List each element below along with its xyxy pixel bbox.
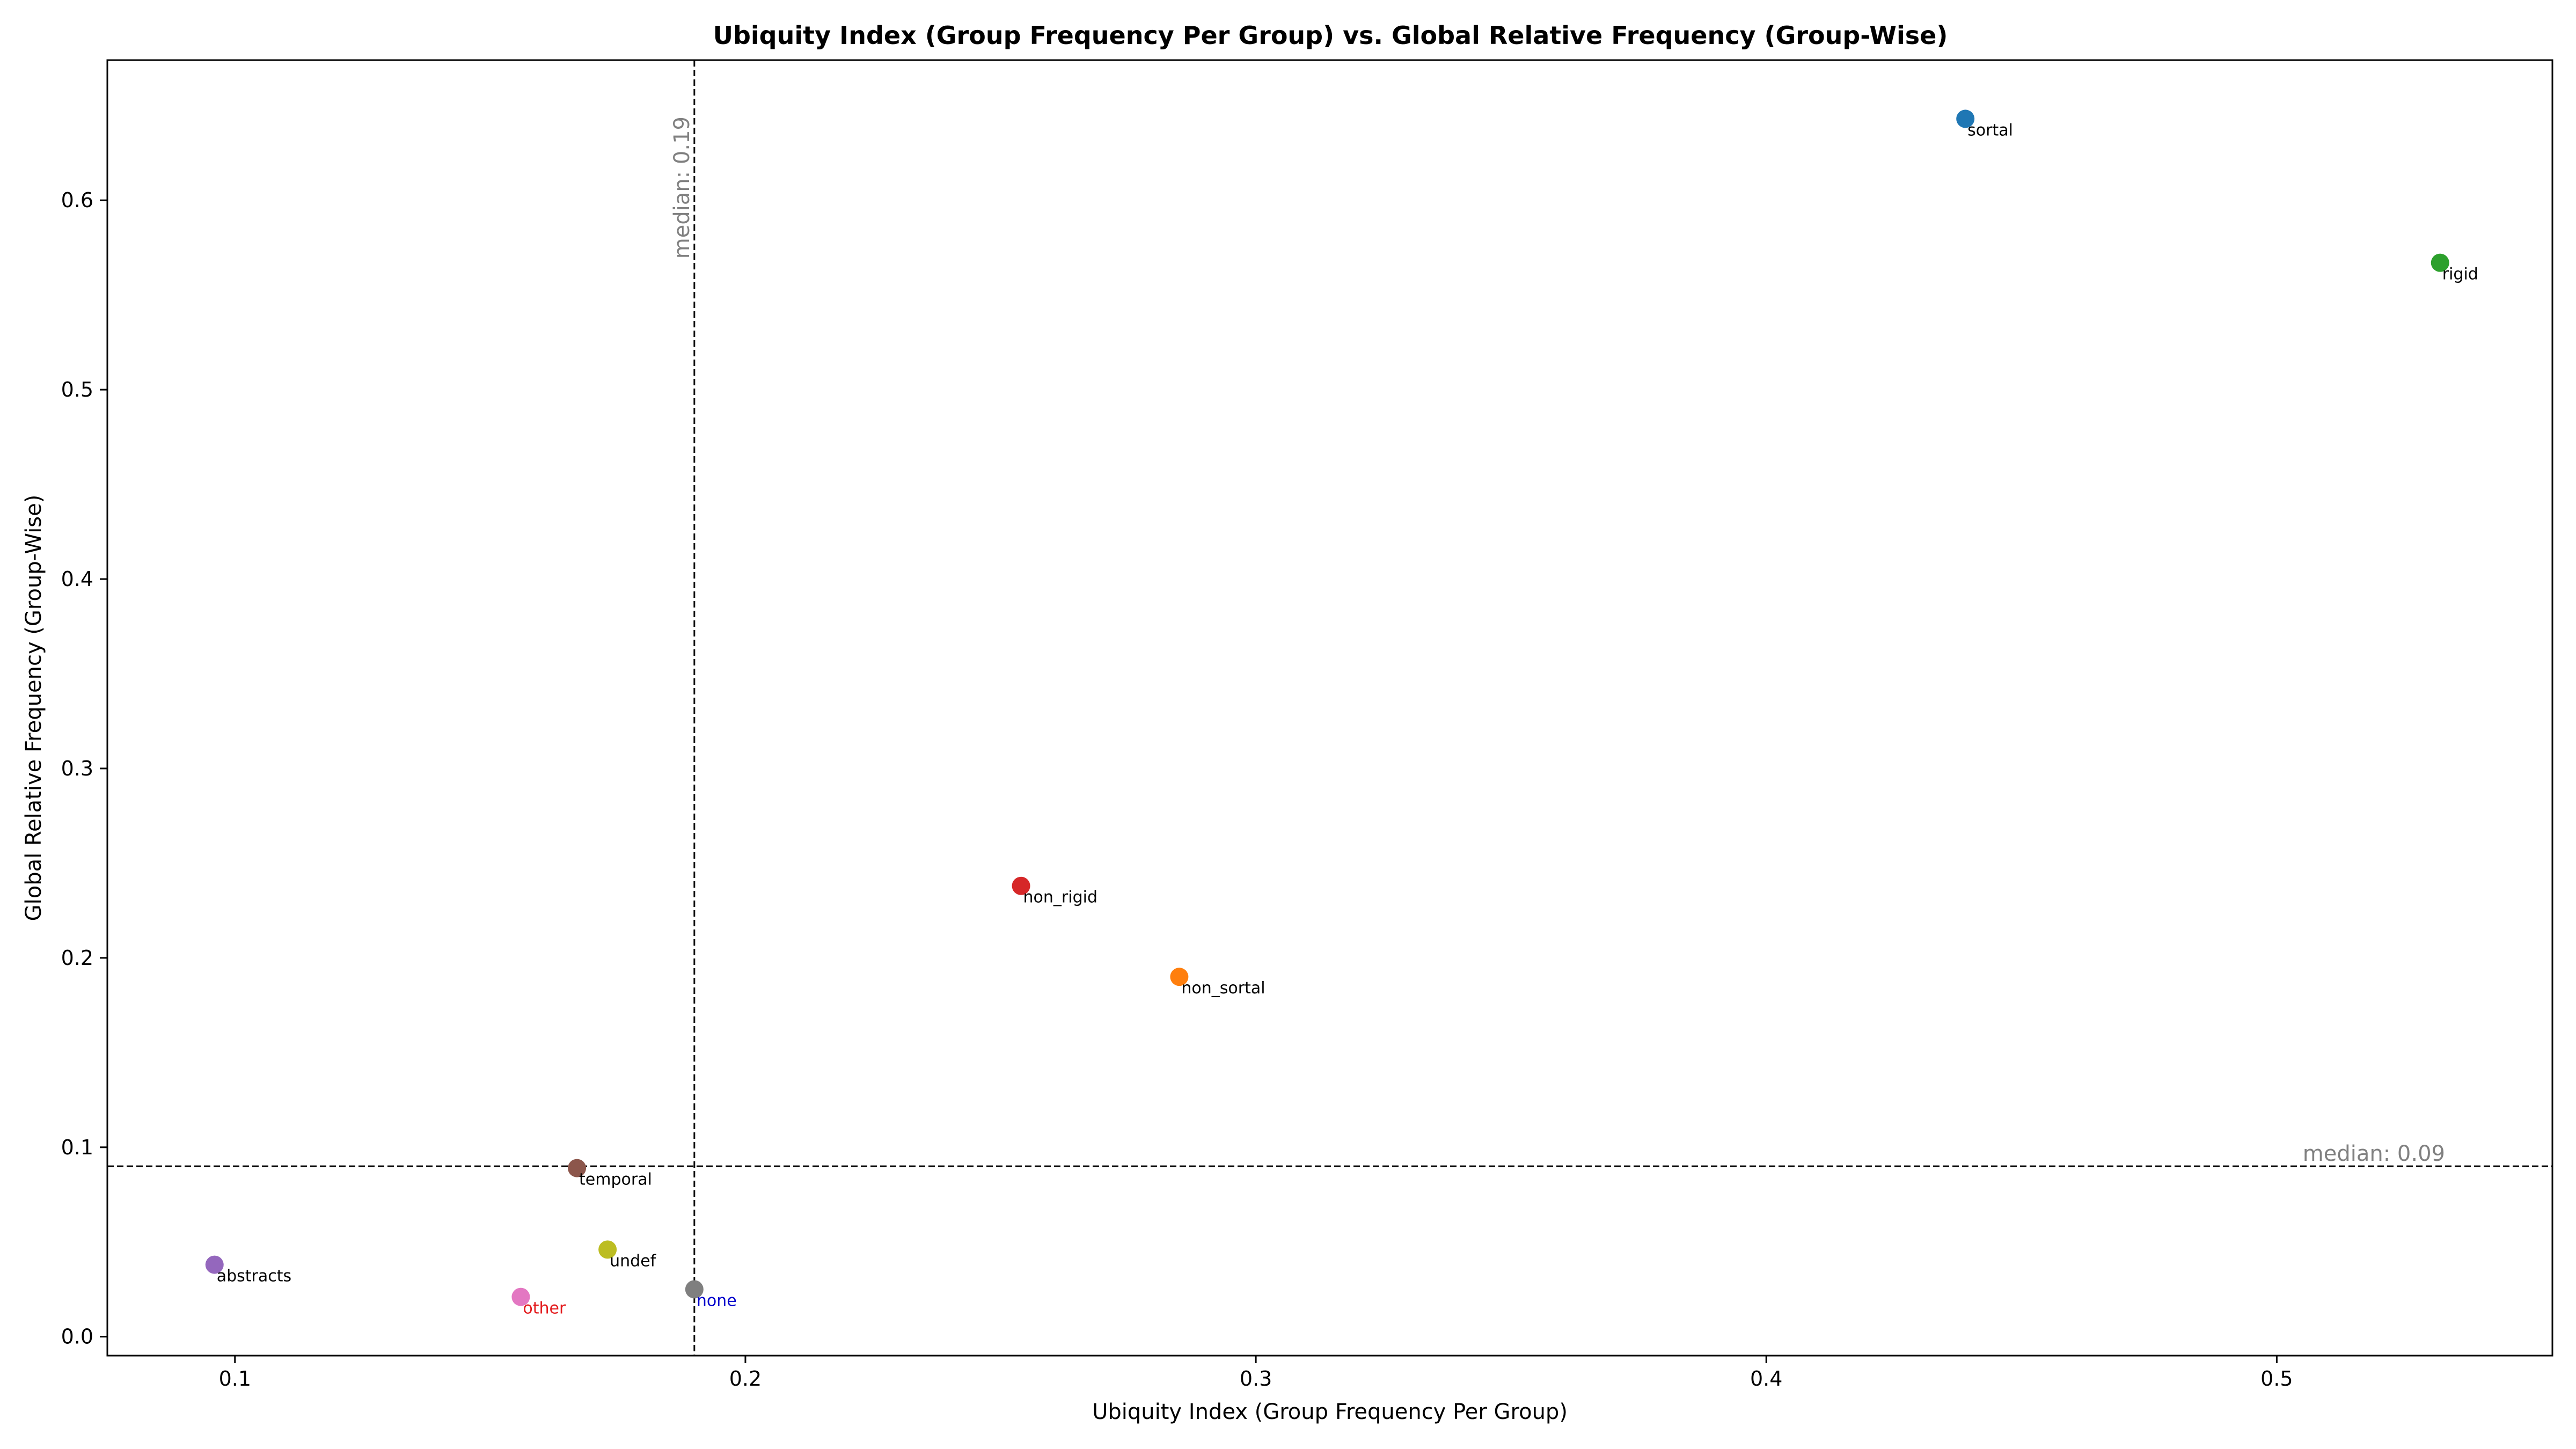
data-point: [1956, 109, 1975, 128]
point-label: other: [523, 1299, 566, 1318]
data-point: [685, 1280, 704, 1299]
median-x-label: median: 0.19: [670, 116, 694, 259]
data-point: [1170, 968, 1189, 986]
data-point: [568, 1159, 587, 1177]
plot-frame: [106, 59, 2553, 1357]
median-y-label: median: 0.09: [2303, 1141, 2445, 1166]
point-label: temporal: [579, 1170, 652, 1189]
x-tick-label: 0.3: [1240, 1367, 1272, 1391]
data-point: [511, 1287, 530, 1306]
point-label: abstracts: [217, 1267, 291, 1286]
data-point: [2431, 253, 2449, 272]
y-tick-label: 0.6: [61, 188, 93, 212]
point-label: non_sortal: [1181, 979, 1265, 998]
point-label: undef: [610, 1252, 657, 1270]
x-axis: 0.1 0.2 0.3 0.4 0.5: [219, 1356, 2293, 1391]
point-label: rigid: [2442, 265, 2478, 284]
x-tick-label: 0.1: [219, 1367, 251, 1391]
x-tick-label: 0.5: [2260, 1367, 2293, 1391]
y-tick-label: 0.0: [61, 1325, 93, 1349]
plot-area: median: 0.19 median: 0.09 sortal rigid non_r…: [107, 60, 2552, 1356]
y-tick-label: 0.1: [61, 1136, 93, 1159]
point-label: sortal: [1967, 121, 2013, 140]
y-axis: 0.0 0.1 0.2 0.3 0.4 0.5 0.6: [61, 188, 107, 1349]
point-label: non_rigid: [1023, 888, 1097, 907]
data-point: [205, 1255, 224, 1274]
y-tick-label: 0.3: [61, 757, 93, 780]
x-tick-label: 0.4: [1750, 1367, 1782, 1391]
y-tick-label: 0.4: [61, 567, 93, 591]
x-axis-label: Ubiquity Index (Group Frequency Per Grou…: [1092, 1400, 1568, 1424]
point-label: none: [697, 1291, 737, 1310]
y-tick-label: 0.5: [61, 378, 93, 401]
y-axis-label: Global Relative Frequency (Group-Wise): [21, 495, 46, 921]
y-tick-label: 0.2: [61, 946, 93, 970]
data-point: [1012, 876, 1030, 895]
data-point: [598, 1240, 617, 1259]
x-tick-label: 0.2: [729, 1367, 762, 1391]
chart-title: Ubiquity Index (Group Frequency Per Grou…: [713, 21, 1948, 50]
